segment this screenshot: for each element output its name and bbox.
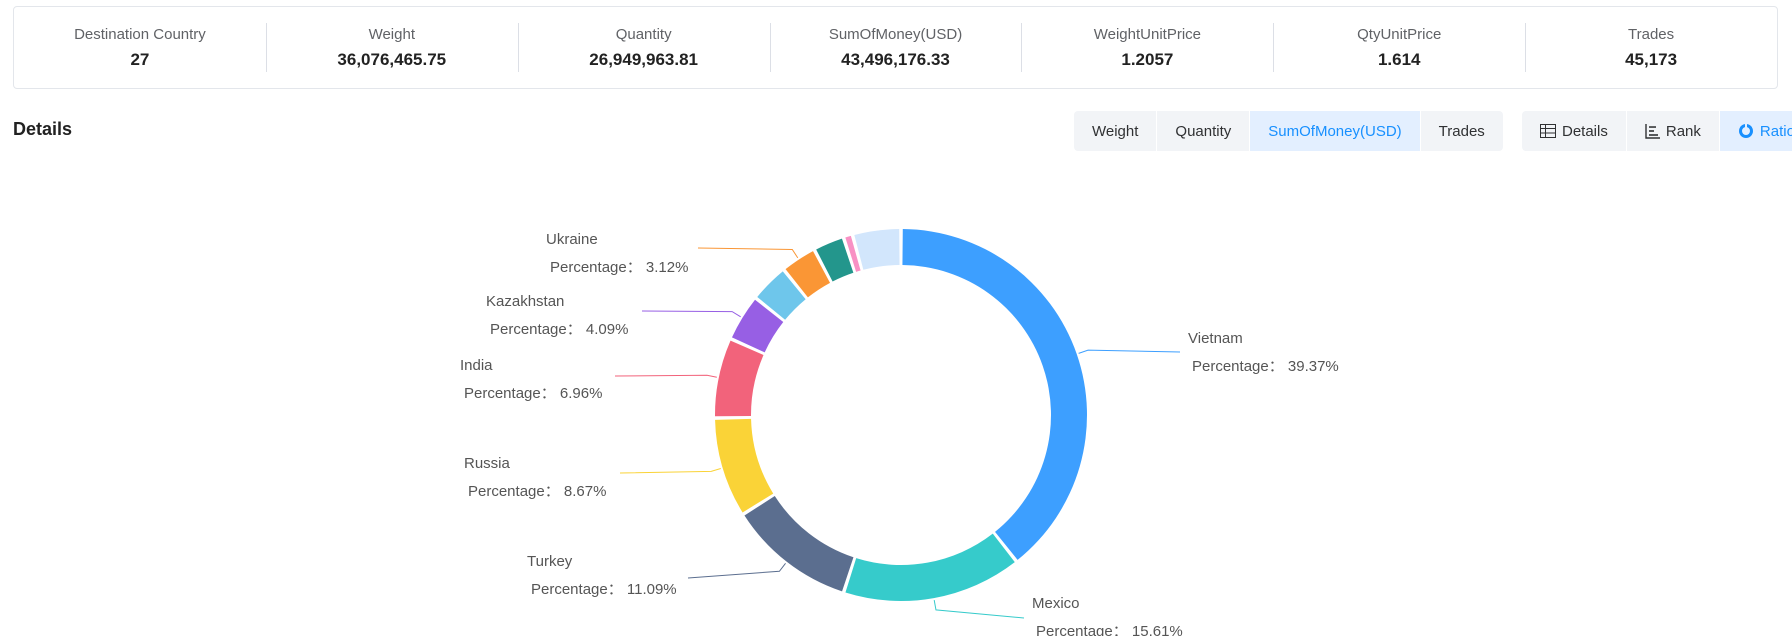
tab-label: Rank bbox=[1665, 122, 1701, 140]
label-leader-line bbox=[614, 374, 717, 378]
stat-label: Quantity bbox=[615, 25, 672, 43]
details-title: Details bbox=[13, 119, 73, 139]
stat-value: 36,076,465.75 bbox=[337, 49, 447, 69]
label-leader-line bbox=[697, 247, 799, 259]
tab-label: Quantity bbox=[1175, 122, 1232, 140]
slice-label-percentage: Percentage： 11.09% bbox=[531, 581, 677, 598]
stat-label: WeightUnitPrice bbox=[1093, 25, 1201, 43]
pie-slice-kazakhstan[interactable] bbox=[731, 299, 784, 353]
rank-chart-icon bbox=[1645, 123, 1660, 139]
stat-quantity: Quantity 26,949,963.81 bbox=[517, 7, 770, 88]
pie-slice-other-6[interactable] bbox=[757, 271, 806, 320]
stat-label: Weight bbox=[368, 25, 415, 43]
stat-label: Destination Country bbox=[74, 25, 206, 43]
tab-sumofmoney-usd[interactable]: SumOfMoney(USD) bbox=[1249, 111, 1420, 151]
view-tab-rank[interactable]: Rank bbox=[1625, 111, 1719, 151]
label-leader-line bbox=[933, 599, 1025, 619]
metric-tab-group: Weight Quantity SumOfMoney(USD) Trades bbox=[1074, 111, 1503, 151]
tab-label: Details bbox=[1562, 122, 1608, 140]
stat-destination-country: Destination Country 27 bbox=[14, 7, 266, 88]
slice-label-name: Kazakhstan bbox=[486, 293, 564, 310]
stat-value: 26,949,963.81 bbox=[589, 49, 698, 69]
slice-label-percentage: Percentage： 39.37% bbox=[1192, 358, 1339, 375]
stat-trades: Trades 45,173 bbox=[1525, 7, 1777, 88]
stat-weight: Weight 36,076,465.75 bbox=[265, 7, 518, 88]
stat-label: QtyUnitPrice bbox=[1357, 25, 1442, 43]
slice-label-name: Ukraine bbox=[546, 231, 598, 248]
tab-label: Ratio bbox=[1759, 122, 1792, 140]
label-leader-line bbox=[1078, 349, 1181, 354]
stat-value: 1.2057 bbox=[1121, 49, 1174, 69]
pie-slice-other-8[interactable] bbox=[816, 238, 854, 282]
slice-label-name: Mexico bbox=[1032, 595, 1080, 612]
stat-qtyunitprice: QtyUnitPrice 1.614 bbox=[1273, 7, 1525, 88]
tab-weight[interactable]: Weight bbox=[1074, 111, 1156, 151]
ratio-pie-icon bbox=[1738, 123, 1754, 139]
label-leader-line bbox=[641, 310, 741, 318]
tab-trades[interactable]: Trades bbox=[1419, 111, 1503, 151]
table-icon bbox=[1540, 124, 1556, 138]
tab-label: Weight bbox=[1092, 122, 1139, 140]
view-tab-ratio[interactable]: Ratio bbox=[1718, 111, 1792, 151]
summary-stats-bar: Destination Country 27 Weight 36,076,465.75… bbox=[13, 6, 1778, 89]
view-tab-details[interactable]: Details bbox=[1522, 111, 1626, 151]
view-tab-group: Details Rank Ratio bbox=[1522, 111, 1792, 151]
pie-slice-india[interactable] bbox=[715, 340, 764, 417]
tab-quantity[interactable]: Quantity bbox=[1156, 111, 1249, 151]
stat-label: SumOfMoney(USD) bbox=[828, 25, 963, 43]
tab-label: Trades bbox=[1438, 122, 1485, 140]
slice-label-percentage: Percentage： 4.09% bbox=[490, 321, 628, 338]
pie-slice-other-9[interactable] bbox=[845, 235, 861, 272]
tab-label: SumOfMoney(USD) bbox=[1268, 122, 1402, 140]
pie-slice-turkey[interactable] bbox=[744, 496, 854, 592]
slice-label-name: India bbox=[460, 357, 493, 374]
pie-slice-other-10[interactable] bbox=[854, 229, 900, 270]
slice-label-percentage: Percentage： 15.61% bbox=[1036, 623, 1183, 636]
slice-label-percentage: Percentage： 8.67% bbox=[468, 483, 606, 500]
slice-label-percentage: Percentage： 3.12% bbox=[550, 259, 688, 276]
pie-slice-vietnam[interactable] bbox=[902, 229, 1087, 560]
stat-label: Trades bbox=[1628, 25, 1675, 43]
stat-value: 45,173 bbox=[1625, 49, 1678, 69]
slice-label-name: Russia bbox=[464, 455, 511, 472]
stat-weightunitprice: WeightUnitPrice 1.2057 bbox=[1021, 7, 1273, 88]
slice-label-name: Turkey bbox=[527, 553, 573, 570]
slice-label-name: Vietnam bbox=[1188, 330, 1243, 347]
pie-slice-russia[interactable] bbox=[715, 418, 774, 513]
slice-label-percentage: Percentage： 6.96% bbox=[464, 385, 602, 402]
stat-value: 43,496,176.33 bbox=[841, 49, 950, 69]
pie-slice-ukraine[interactable] bbox=[785, 251, 831, 298]
stat-sumofmoney-usd: SumOfMoney(USD) 43,496,176.33 bbox=[769, 7, 1022, 88]
stat-value: 27 bbox=[130, 49, 150, 69]
pie-slice-mexico[interactable] bbox=[845, 533, 1015, 601]
label-leader-line bbox=[619, 468, 721, 474]
stat-value: 1.614 bbox=[1377, 49, 1421, 69]
label-leader-line bbox=[687, 563, 786, 579]
